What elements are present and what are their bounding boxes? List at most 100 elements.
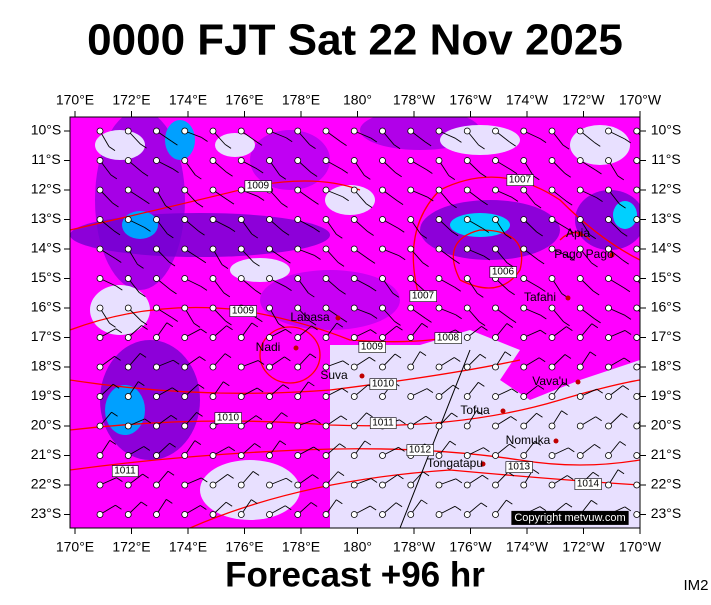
wind-barb (596, 388, 603, 394)
wind-barb (254, 443, 261, 448)
station-dot (96, 452, 104, 459)
wind-barb (310, 502, 318, 507)
wind-barb (568, 255, 575, 261)
wind-barb (143, 199, 150, 205)
wind-barb (393, 144, 401, 150)
wind-barb (313, 446, 320, 452)
wind-barb (282, 230, 290, 236)
wind-barb (567, 475, 574, 480)
station-dot (322, 481, 330, 489)
wind-barb (506, 323, 514, 328)
station-dot (463, 334, 471, 341)
station-dot (237, 245, 245, 253)
wind-barb (426, 388, 434, 393)
station-dot (294, 481, 302, 489)
station-dot (633, 363, 640, 371)
isobar-label-box (406, 444, 434, 456)
station-dot (96, 157, 104, 164)
wind-barb (224, 353, 232, 358)
wind-barb (113, 230, 121, 236)
station-dot (576, 157, 584, 164)
wind-barb (623, 287, 631, 293)
station-dot (124, 216, 132, 223)
wind-barb (624, 138, 631, 144)
wind-barb (421, 322, 429, 328)
station-dot (463, 304, 471, 312)
station-dot (605, 186, 612, 194)
precip-field (70, 117, 640, 528)
place-dot (565, 295, 571, 301)
wind-barb (200, 286, 208, 291)
wind-barb (368, 258, 376, 264)
station-dot (435, 393, 443, 400)
station-dot (548, 481, 556, 489)
wind-barb (509, 141, 516, 147)
wind-barb (201, 477, 208, 483)
wind-barb (227, 474, 234, 479)
station-dot (266, 363, 273, 371)
wind-barb (143, 446, 151, 451)
wind-barb (451, 231, 459, 237)
wind-barb (223, 292, 231, 298)
station-dot (576, 127, 584, 135)
station-dot (153, 452, 160, 459)
place-dot (577, 231, 583, 237)
wind-barb (172, 359, 180, 365)
wind-barb (167, 470, 175, 476)
station-dot (350, 275, 358, 282)
station-dot (350, 157, 358, 164)
wind-barb (254, 289, 262, 295)
lon-label: 170°E (56, 92, 94, 108)
wind-barb (314, 419, 321, 424)
station-dot (237, 511, 245, 518)
wind-barb (227, 199, 235, 205)
station-dot (322, 452, 330, 459)
station-dot (520, 363, 528, 371)
wind-barb (139, 292, 146, 298)
wind-barb (566, 326, 573, 332)
wind-barb (200, 328, 207, 334)
station-dot (294, 216, 302, 223)
wind-barb (479, 353, 487, 359)
station-dot (294, 452, 302, 459)
station-dot (605, 216, 612, 223)
wind-barb (478, 321, 486, 326)
wind-barb (336, 233, 343, 239)
station-dot (181, 334, 189, 341)
station-dot (209, 511, 217, 518)
wind-barb (478, 381, 485, 387)
station-dot (153, 511, 160, 518)
wind-barb (509, 318, 517, 323)
wind-barb (448, 175, 456, 180)
station-dot (520, 157, 528, 164)
station-dot (407, 186, 415, 194)
wind-barb (342, 196, 349, 202)
isobar-label: 1009 (361, 342, 384, 353)
station-dot (181, 304, 189, 312)
isobar-label: 1006 (492, 267, 515, 278)
isobar-label: 1009 (247, 181, 270, 192)
station-dot (124, 511, 132, 518)
wind-barb (536, 412, 543, 418)
station-dot (520, 275, 528, 282)
station-dot (633, 275, 640, 282)
wind-barb (452, 384, 460, 390)
wind-barb (310, 172, 318, 177)
station-dot (605, 245, 612, 253)
station-dot (407, 245, 415, 253)
wind-barb (339, 443, 346, 449)
station-dot (407, 275, 415, 282)
wind-barb (482, 228, 490, 233)
wind-barb (199, 356, 206, 362)
station-dot (633, 127, 640, 135)
lat-label: 12°S (31, 181, 62, 197)
station-dot (407, 511, 415, 518)
wind-barb (506, 262, 514, 268)
isobar-label-box (489, 266, 517, 278)
wind-barb (539, 138, 547, 143)
wind-barb (477, 293, 484, 298)
lat-label: 20°S (31, 417, 62, 433)
wind-barb (533, 175, 540, 181)
place-name: Tafahi (524, 290, 556, 304)
subtitle: Forecast +96 hr (225, 555, 485, 594)
